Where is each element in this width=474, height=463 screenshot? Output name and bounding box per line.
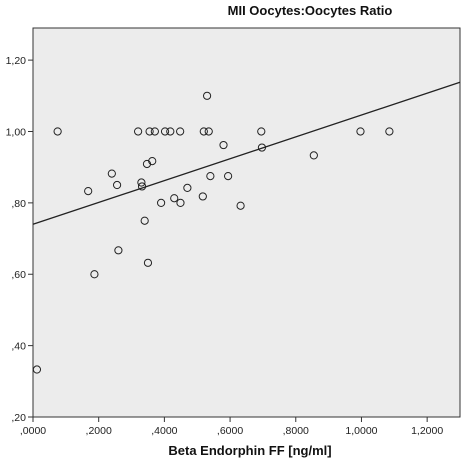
y-tick-label: 1,20: [6, 55, 27, 67]
y-tick-label: ,80: [11, 198, 26, 210]
data-point: [84, 186, 93, 196]
data-point: [53, 127, 62, 136]
y-tick-label: ,20: [11, 412, 26, 424]
data-point: [90, 270, 99, 279]
data-point: [356, 127, 365, 136]
data-point: [137, 178, 146, 187]
plot-area: [32, 27, 461, 418]
x-tick-label: ,8000: [283, 425, 309, 437]
x-tick-label: 1,0000: [345, 425, 377, 437]
regression-line: [32, 81, 461, 225]
data-point: [199, 127, 208, 136]
data-point: [257, 127, 266, 136]
data-point: [176, 198, 185, 207]
chart-title: MII Oocytes:Oocytes Ratio: [228, 3, 393, 18]
data-point: [204, 127, 213, 136]
y-axis: ,20 ,40 ,60 ,80 1,00 1,20: [6, 55, 33, 424]
data-point: [219, 140, 228, 150]
data-point: [134, 127, 143, 136]
data-points: [32, 91, 394, 374]
y-tick-label: ,60: [11, 269, 26, 281]
data-point: [32, 365, 42, 374]
data-point: [236, 201, 245, 210]
x-tick-label: ,2000: [86, 425, 112, 437]
data-point: [114, 246, 123, 255]
data-point: [143, 258, 153, 267]
data-point: [198, 192, 207, 201]
data-point: [140, 216, 149, 225]
data-point: [137, 182, 147, 191]
data-point: [309, 151, 318, 160]
data-point: [224, 172, 233, 181]
data-point: [148, 157, 157, 166]
data-point: [170, 194, 179, 203]
data-point: [206, 172, 215, 181]
data-point: [176, 127, 185, 136]
data-point: [257, 143, 267, 152]
x-tick-label: ,4000: [151, 425, 177, 437]
data-point: [202, 91, 212, 100]
x-tick-label: 1,2000: [411, 425, 443, 437]
data-point: [160, 127, 170, 136]
data-point: [150, 127, 159, 136]
data-point: [385, 127, 394, 136]
y-tick-label: 1,00: [6, 126, 27, 138]
x-tick-label: ,0000: [20, 425, 46, 437]
y-tick-label: ,40: [11, 341, 26, 353]
x-axis-label: Beta Endorphin FF [ng/ml]: [168, 443, 331, 458]
data-point: [157, 198, 166, 207]
data-point: [107, 169, 116, 178]
data-point: [145, 127, 154, 136]
x-axis: ,0000 ,2000 ,4000 ,6000 ,8000 1,0000 1,2000: [20, 417, 443, 437]
data-point: [112, 180, 122, 190]
data-point: [183, 183, 192, 192]
x-tick-label: ,6000: [217, 425, 243, 437]
data-point: [166, 127, 175, 136]
